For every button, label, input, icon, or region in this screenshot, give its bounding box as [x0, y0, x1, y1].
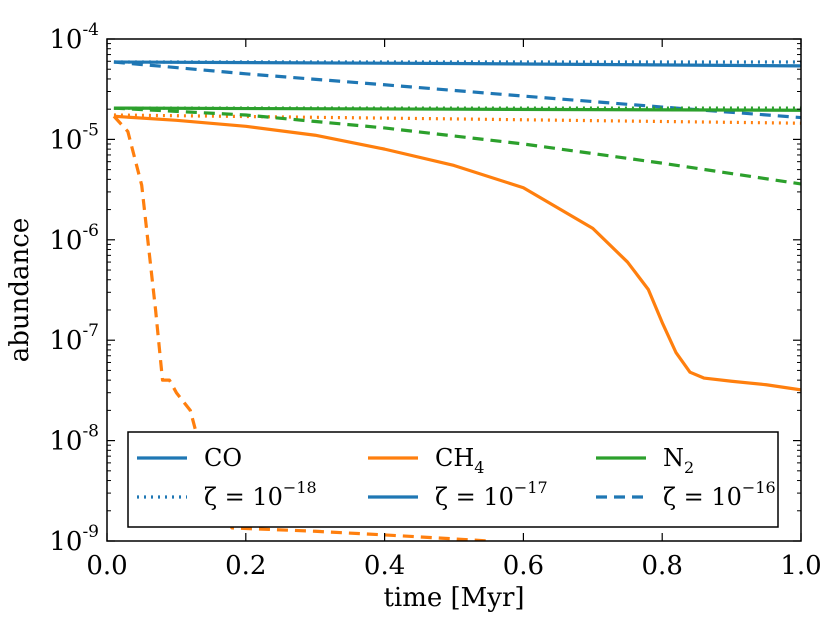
x-tick-label: 0.0: [86, 551, 127, 581]
series-line-co-dashed: [113, 60, 801, 120]
legend-box: [127, 431, 779, 528]
series-line-ch4-dotted: [113, 113, 801, 125]
y-tick-label: 10-5: [49, 120, 99, 155]
y-tick-label: 10-6: [49, 221, 99, 256]
legend-label-ch4: CH4: [435, 444, 484, 477]
legend-label-n2: N2: [663, 444, 694, 477]
legend-label-z17: ζ = 10−17: [435, 478, 548, 511]
legend-label-co: CO: [204, 444, 242, 472]
series-line-n2-solid: [113, 106, 801, 112]
plot-frame: [106, 38, 802, 542]
legend: CO CH4 N2 ζ = 10−18 ζ = 10−17 ζ = 10−16: [127, 431, 779, 528]
series-line-ch4-dashed: [112, 115, 489, 541]
y-tick-label: 10-9: [49, 522, 99, 557]
axes-layer: 0.0 0.2 0.4 0.6 0.8 1.0 10-9 10-8 10-7 10-6 10-5 10…: [5, 20, 822, 613]
y-tick-label: 10-8: [49, 422, 99, 457]
x-tick-label: 0.8: [642, 551, 683, 581]
y-axis-label: abundance: [5, 218, 35, 362]
series-layer: [112, 60, 801, 541]
series-line-n2-dashed: [113, 106, 801, 186]
x-tick-label: 0.2: [225, 551, 266, 581]
y-tick-label: 10-7: [49, 321, 99, 356]
legend-label-z18: ζ = 10−18: [204, 478, 317, 511]
x-tick-label: 1.0: [780, 551, 821, 581]
series-line-ch4-solid: [113, 114, 801, 392]
x-tick-label: 0.6: [503, 551, 544, 581]
y-tick-label: 10-4: [49, 20, 99, 55]
series-line-co-solid: [113, 60, 801, 68]
x-tick-label: 0.4: [364, 551, 405, 581]
x-axis-label: time [Myr]: [383, 583, 524, 613]
legend-label-z16: ζ = 10−16: [663, 478, 776, 511]
